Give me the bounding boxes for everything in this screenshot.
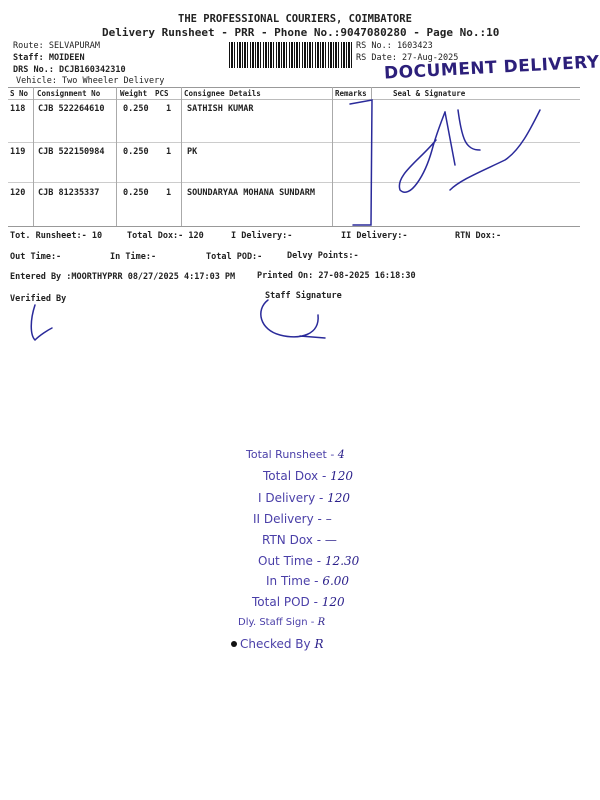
stamp-line-i-delivery: I Delivery - 120 bbox=[258, 491, 350, 505]
col-consignee: Consignee Details bbox=[184, 89, 261, 98]
remarks-bracket bbox=[349, 99, 373, 226]
route: Route: SELVAPURAM bbox=[13, 41, 100, 51]
stamp-value: – bbox=[325, 512, 332, 526]
in-time: In Time:- bbox=[110, 252, 157, 262]
verified-by: Verified By bbox=[10, 294, 67, 304]
col-seal: Seal & Signature bbox=[393, 89, 466, 98]
divider bbox=[116, 87, 117, 226]
consignment-no: CJB 522150984 bbox=[38, 147, 105, 157]
divider bbox=[371, 87, 372, 99]
rs-no: RS No.: 1603423 bbox=[356, 41, 433, 51]
stamp-label: RTN Dox - bbox=[262, 533, 322, 547]
stamp-label: II Delivery - bbox=[253, 512, 322, 526]
stamp-value: R bbox=[314, 637, 324, 651]
stamp-label: Out Time - bbox=[258, 554, 322, 568]
stamp-label: In Time - bbox=[266, 574, 319, 588]
drs-no: DRS No.: DCJB160342310 bbox=[13, 65, 126, 75]
weight: 0.250 bbox=[123, 104, 149, 114]
sno: 119 bbox=[10, 147, 26, 157]
divider bbox=[33, 87, 34, 226]
stamp-line-total-pod: Total POD - 120 bbox=[252, 595, 345, 609]
delivery-signature bbox=[398, 111, 446, 193]
ii-delivery: II Delivery:- bbox=[341, 231, 408, 241]
i-delivery: I Delivery:- bbox=[231, 231, 293, 241]
out-time: Out Time:- bbox=[10, 252, 62, 262]
staff: Staff: MOIDEEN bbox=[13, 53, 85, 63]
stamp-value: R bbox=[317, 617, 326, 628]
delivery-signature bbox=[444, 109, 481, 166]
divider bbox=[8, 87, 580, 88]
stamp-line-staff-sign: Dly. Staff Sign - R bbox=[238, 617, 325, 628]
stamp-value: 4 bbox=[337, 448, 345, 461]
delvy-points: Delvy Points:- bbox=[287, 251, 359, 261]
pcs: 1 bbox=[166, 104, 172, 114]
divider bbox=[8, 142, 580, 143]
barcode bbox=[229, 42, 353, 68]
total-dox: Total Dox:- 120 bbox=[127, 231, 204, 241]
col-remarks: Remarks bbox=[335, 89, 367, 98]
col-weight: Weight bbox=[120, 89, 148, 98]
weight: 0.250 bbox=[123, 188, 149, 198]
rtn-dox: RTN Dox:- bbox=[455, 231, 502, 241]
pcs: 1 bbox=[166, 147, 172, 157]
divider bbox=[8, 182, 580, 183]
stamp-line-in-time: In Time - 6.00 bbox=[266, 574, 349, 588]
divider bbox=[8, 99, 580, 100]
tot-runsheet: Tot. Runsheet:- 10 bbox=[10, 231, 103, 241]
stamp-label: Dly. Staff Sign - bbox=[238, 617, 315, 628]
rs-date: RS Date: 27-Aug-2025 bbox=[356, 53, 459, 63]
staff-signature-label: Staff Signature bbox=[265, 291, 342, 301]
verified-by-signature bbox=[30, 304, 53, 342]
delivery-date-scribble bbox=[449, 109, 541, 191]
consignment-no: CJB 81235337 bbox=[38, 188, 100, 198]
stamp-value: 12.30 bbox=[324, 554, 360, 568]
consignee: PK bbox=[187, 147, 198, 157]
stamp-label: I Delivery - bbox=[258, 491, 324, 505]
divider bbox=[181, 87, 182, 226]
ink-dot bbox=[231, 641, 237, 647]
entered-by: Entered By :MOORTHYPRR 08/27/2025 4:17:0… bbox=[10, 272, 236, 282]
runsheet-title: Delivery Runsheet - PRR - Phone No.:9047… bbox=[102, 26, 500, 39]
stamp-value: 6.00 bbox=[322, 574, 350, 588]
col-consignment: Consignment No bbox=[37, 89, 101, 98]
total-pod: Total POD:- bbox=[206, 252, 263, 262]
stamp-line-out-time: Out Time - 12.30 bbox=[258, 554, 359, 568]
stamp-line-total-dox: Total Dox - 120 bbox=[263, 469, 353, 483]
col-sno: S No bbox=[10, 89, 29, 98]
stamp-label: Total Runsheet - bbox=[246, 448, 335, 461]
stamp-label: Total POD - bbox=[252, 595, 318, 609]
stamp-value: 120 bbox=[327, 491, 351, 505]
stamp-line-total-runsheet: Total Runsheet - 4 bbox=[246, 448, 345, 461]
stamp-value: 120 bbox=[321, 595, 345, 609]
sno: 120 bbox=[10, 188, 26, 198]
stamp-line-checked-by: Checked By R bbox=[240, 637, 324, 651]
stamp-label: Checked By bbox=[240, 637, 311, 651]
stamp-line-ii-delivery: II Delivery - – bbox=[253, 512, 332, 526]
stamp-label: Total Dox - bbox=[263, 469, 327, 483]
consignment-no: CJB 522264610 bbox=[38, 104, 105, 114]
divider bbox=[8, 226, 580, 227]
sno: 118 bbox=[10, 104, 26, 114]
stamp-value: 120 bbox=[330, 469, 354, 483]
divider bbox=[332, 87, 333, 226]
vehicle: Vehicle: Two Wheeler Delivery bbox=[16, 76, 165, 86]
stamp-line-rtn-dox: RTN Dox - — bbox=[262, 533, 337, 547]
weight: 0.250 bbox=[123, 147, 149, 157]
consignee: SOUNDARYAA MOHANA SUNDARM bbox=[187, 188, 315, 198]
staff-signature bbox=[260, 299, 326, 339]
consignee: SATHISH KUMAR bbox=[187, 104, 254, 114]
stamp-value: — bbox=[324, 533, 337, 547]
col-pcs: PCS bbox=[155, 89, 169, 98]
printed-on: Printed On: 27-08-2025 16:18:30 bbox=[257, 271, 416, 281]
pcs: 1 bbox=[166, 188, 172, 198]
company-name: THE PROFESSIONAL COURIERS, COIMBATORE bbox=[178, 13, 412, 25]
